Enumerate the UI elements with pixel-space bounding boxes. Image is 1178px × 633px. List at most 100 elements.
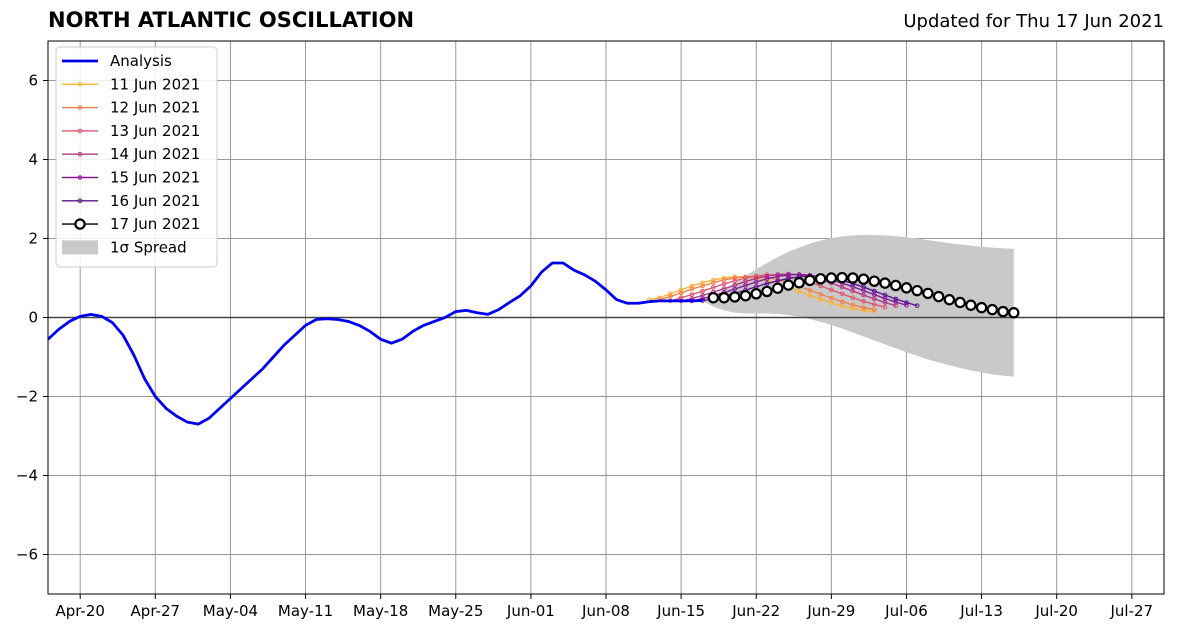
legend-item-12-jun-2021: 12 Jun 2021: [62, 99, 200, 117]
point-11-jun-2021: [871, 309, 877, 314]
y-tick-label: 6: [28, 72, 38, 90]
x-tick-label: Apr-27: [131, 602, 181, 620]
point-11-jun-2021: [711, 277, 716, 283]
point-16-jun-2021: [775, 278, 780, 284]
chart-title: NORTH ATLANTIC OSCILLATION: [48, 8, 415, 32]
legend-item-17-jun-2021: 17 Jun 2021: [62, 215, 200, 233]
point-15-jun-2021: [753, 279, 759, 285]
point-17-jun-2021: [761, 285, 773, 298]
point-17-jun-2021: [771, 282, 784, 294]
point-17-jun-2021: [814, 273, 827, 285]
point-12-jun-2021: [732, 275, 738, 281]
point-15-jun-2021: [764, 276, 770, 282]
series-line-11-jun-2021: [648, 276, 875, 313]
point-12-jun-2021: [689, 286, 695, 292]
point-14-jun-2021: [871, 296, 877, 302]
point-17-jun-2021: [718, 292, 730, 304]
point-11-jun-2021: [796, 289, 802, 294]
x-tick-label: Jun-29: [806, 602, 855, 620]
point-13-jun-2021: [829, 287, 834, 293]
point-17-jun-2021: [847, 272, 859, 284]
point-17-jun-2021: [900, 282, 913, 294]
point-16-jun-2021: [914, 303, 920, 308]
point-16-jun-2021: [893, 296, 899, 302]
y-tick-label: 0: [28, 309, 38, 327]
point-12-jun-2021: [839, 299, 845, 305]
x-tick-label: May-25: [428, 602, 483, 620]
point-17-jun-2021: [868, 275, 880, 287]
legend-item-1-spread: 1σ Spread: [62, 238, 187, 256]
point-17-jun-2021: [804, 274, 816, 287]
x-tick-label: May-11: [278, 602, 333, 620]
legend-label: 17 Jun 2021: [110, 215, 200, 233]
series-line-14-jun-2021: [680, 273, 896, 307]
point-17-jun-2021: [986, 303, 999, 316]
legend-label: 13 Jun 2021: [110, 122, 200, 140]
point-13-jun-2021: [850, 295, 856, 301]
point-17-jun-2021: [793, 277, 805, 289]
legend-swatch: [62, 240, 98, 255]
legend-label: 15 Jun 2021: [110, 169, 200, 187]
legend-item-14-jun-2021: 14 Jun 2021: [62, 145, 200, 163]
y-tick-label: −6: [16, 546, 38, 564]
legend-marker: [74, 218, 86, 230]
point-17-jun-2021: [836, 271, 848, 284]
point-14-jun-2021: [764, 273, 770, 279]
x-tick-label: Jul-20: [1034, 602, 1078, 620]
legend-label: 12 Jun 2021: [110, 99, 200, 117]
updated-label: Updated for Thu 17 Jun 2021: [903, 11, 1164, 32]
point-15-jun-2021: [904, 302, 909, 308]
point-17-jun-2021: [932, 290, 945, 303]
point-16-jun-2021: [882, 292, 888, 298]
point-17-jun-2021: [997, 305, 1009, 318]
point-15-jun-2021: [775, 274, 780, 279]
point-13-jun-2021: [700, 288, 705, 294]
point-11-jun-2021: [818, 297, 823, 302]
point-13-jun-2021: [721, 281, 727, 287]
point-11-jun-2021: [839, 303, 845, 309]
y-tick-label: 2: [28, 230, 38, 248]
legend: Analysis 11 Jun 2021 12 Jun 2021 13 Jun 202…: [55, 46, 218, 268]
point-13-jun-2021: [871, 302, 877, 307]
point-17-jun-2021: [857, 273, 870, 285]
series-line-15-jun-2021: [691, 273, 907, 306]
legend-marker: [77, 105, 83, 110]
point-17-jun-2021: [965, 299, 977, 311]
point-16-jun-2021: [904, 300, 909, 305]
point-13-jun-2021: [839, 291, 845, 297]
point-15-jun-2021: [732, 286, 738, 292]
legend-item-15-jun-2021: 15 Jun 2021: [62, 169, 200, 187]
point-11-jun-2021: [861, 308, 866, 313]
legend-item-16-jun-2021: 16 Jun 2021: [62, 192, 200, 210]
legend-item-11-jun-2021: 11 Jun 2021: [62, 75, 200, 93]
series-analysis: [47, 261, 703, 426]
point-17-jun-2021: [750, 288, 762, 300]
x-tick-label: Jun-15: [656, 602, 705, 620]
series-layer: [47, 261, 1020, 426]
point-17-jun-2021: [922, 287, 934, 300]
legend-label: 1σ Spread: [110, 238, 187, 256]
point-11-jun-2021: [829, 300, 834, 306]
point-17-jun-2021: [879, 277, 891, 289]
y-axis: −6 −4 −2 0 2 4 6: [16, 72, 48, 564]
point-13-jun-2021: [861, 299, 866, 304]
y-tick-label: 4: [28, 151, 38, 169]
point-12-jun-2021: [700, 283, 705, 289]
point-12-jun-2021: [668, 294, 673, 299]
x-tick-label: Jul-27: [1110, 602, 1154, 620]
legend-marker: [77, 128, 83, 134]
x-tick-label: Jul-06: [884, 602, 928, 620]
legend-box: [55, 46, 218, 268]
legend-marker: [77, 151, 83, 157]
legend-label: Analysis: [110, 52, 172, 70]
point-12-jun-2021: [818, 291, 823, 297]
point-16-jun-2021: [871, 288, 877, 294]
point-12-jun-2021: [829, 295, 834, 301]
x-tick-label: Apr-20: [55, 602, 105, 620]
x-tick-label: Jun-01: [506, 602, 555, 620]
y-tick-label: −2: [16, 388, 38, 406]
point-17-jun-2021: [954, 296, 966, 309]
point-17-jun-2021: [825, 272, 838, 284]
legend-marker: [77, 175, 83, 180]
point-17-jun-2021: [729, 291, 741, 303]
